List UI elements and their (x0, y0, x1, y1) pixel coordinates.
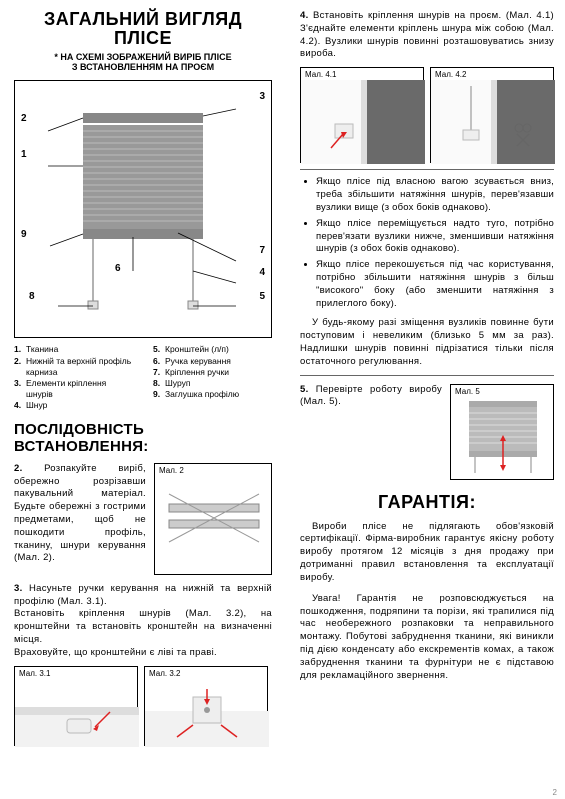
mal2-svg (155, 464, 273, 576)
warranty-title: ГАРАНТІЯ: (300, 492, 554, 513)
step2-block: 2. Розпакуйте виріб, обережно розрізавши… (14, 463, 272, 575)
sequence-title: ПОСЛІДОВНІСТЬ ВСТАНОВЛЕННЯ: (14, 421, 272, 455)
mal5-svg (451, 385, 555, 481)
callout-1: 1 (21, 149, 27, 160)
step2-text: 2. Розпакуйте виріб, обережно розрізавши… (14, 463, 146, 575)
diagram-mal31: Мал. 3.1 (14, 666, 138, 746)
step4-diagrams: Мал. 4.1 Мал. 4.2 (300, 67, 554, 163)
legend-item: 6.Ручка керування (153, 356, 272, 367)
page-root: ЗАГАЛЬНИЙ ВИГЛЯД ПЛІСЕ * НА СХЕМІ ЗОБРАЖ… (0, 0, 565, 799)
step4: 4. Встановіть кріплення шнурів на проєм.… (300, 10, 554, 61)
step3-diagrams: Мал. 3.1 Мал. 3.2 (14, 666, 272, 746)
diagram-mal41: Мал. 4.1 (300, 67, 424, 163)
legend-item: 2.Нижній та верхній профіль карниза (14, 356, 133, 378)
callout-8: 8 (29, 291, 35, 302)
step3-p2: Встановіть кріплення шнурів (Мал. 3.2), … (14, 608, 272, 646)
diagram-label-mal5: Мал. 5 (455, 387, 480, 396)
step5-num: 5. (300, 384, 309, 395)
adjustment-bullets: Якщо плісе під власною вагою зсувається … (300, 176, 554, 313)
diagram-label-mal2: Мал. 2 (159, 466, 184, 475)
legend-col-1: 1.Тканина 2.Нижній та верхній профіль ка… (14, 344, 133, 410)
step2-body: Розпакуйте виріб, обережно розрізавши па… (14, 463, 146, 564)
subtitle-line1: * НА СХЕМІ ЗОБРАЖЕНИЙ ВИРІБ ПЛІСЕ (54, 52, 231, 62)
step5-body: Перевірте роботу виробу (Мал. 5). (300, 384, 442, 408)
step5-text: 5. Перевірте роботу виробу (Мал. 5). (300, 384, 442, 480)
subtitle: * НА СХЕМІ ЗОБРАЖЕНИЙ ВИРІБ ПЛІСЕ З ВСТА… (14, 52, 272, 73)
step2-num: 2. (14, 463, 23, 474)
bullet-item: Якщо плісе переміщується надто туго, пот… (316, 218, 554, 256)
callout-9: 9 (21, 229, 27, 240)
legend-item: 5.Кронштейн (л/п) (153, 344, 272, 355)
step5-block: 5. Перевірте роботу виробу (Мал. 5). Мал… (300, 384, 554, 480)
diagram-label-mal31: Мал. 3.1 (19, 669, 50, 678)
legend: 1.Тканина 2.Нижній та верхній профіль ка… (14, 344, 272, 410)
step4-body: Встановіть кріплення шнурів на проєм. (М… (300, 10, 554, 59)
callout-4: 4 (259, 267, 265, 278)
legend-item: 9.Заглушка профілю (153, 389, 272, 400)
diagram-mal42: Мал. 4.2 (430, 67, 554, 163)
left-column: ЗАГАЛЬНИЙ ВИГЛЯД ПЛІСЕ * НА СХЕМІ ЗОБРАЖ… (14, 10, 272, 791)
right-column: 4. Встановіть кріплення шнурів на проєм.… (300, 10, 554, 791)
warranty-p2: Увага! Гарантія не розповсюджується на п… (300, 593, 554, 683)
step3-p3: Враховуйте, що кронштейни є ліві та прав… (14, 647, 272, 660)
callout-3: 3 (259, 91, 265, 102)
bullet-item: Якщо плісе під власною вагою зсувається … (316, 176, 554, 214)
step3: 3. Насуньте ручки керування на нижній та… (14, 583, 272, 609)
bullet-item: Якщо плісе перекошується під час користу… (316, 259, 554, 310)
step4-num: 4. (300, 10, 309, 21)
legend-item: 8.Шуруп (153, 378, 272, 389)
note-paragraph: У будь-якому разі зміщення вузликів пови… (300, 317, 554, 368)
main-title: ЗАГАЛЬНИЙ ВИГЛЯД ПЛІСЕ (14, 10, 272, 48)
diagram-label-mal42: Мал. 4.2 (435, 70, 466, 79)
mal42-svg (431, 68, 555, 164)
diagram-label-mal32: Мал. 3.2 (149, 669, 180, 678)
warranty-p1: Вироби плісе не підлягають обов'язковій … (300, 521, 554, 585)
step3-num: 3. (14, 583, 23, 594)
legend-col-2: 5.Кронштейн (л/п) 6.Ручка керування 7.Кр… (153, 344, 272, 410)
diagram-label-mal41: Мал. 4.1 (305, 70, 336, 79)
divider-h1 (300, 169, 554, 170)
blind-sketch-svg (38, 91, 248, 327)
callout-7: 7 (259, 245, 265, 256)
legend-item: 4.Шнур (14, 400, 133, 411)
main-diagram: 1 2 3 6 7 4 5 8 9 (14, 80, 272, 338)
page-number: 2 (553, 788, 557, 797)
diagram-mal5: Мал. 5 (450, 384, 554, 480)
callout-2: 2 (21, 113, 27, 124)
mal41-svg (301, 68, 425, 164)
divider-h2 (300, 375, 554, 376)
diagram-mal2: Мал. 2 (154, 463, 272, 575)
step3-p1: Насуньте ручки керування на нижній та ве… (14, 583, 272, 607)
callout-6: 6 (115, 263, 121, 274)
mal32-svg (145, 667, 269, 747)
subtitle-line2: З ВСТАНОВЛЕННЯМ НА ПРОЄМ (72, 62, 214, 72)
legend-item: 7.Кріплення ручки (153, 367, 272, 378)
diagram-mal32: Мал. 3.2 (144, 666, 268, 746)
legend-item: 1.Тканина (14, 344, 133, 355)
mal31-svg (15, 667, 139, 747)
callout-5: 5 (259, 291, 265, 302)
legend-item: 3.Елементи кріплення шнурів (14, 378, 133, 400)
